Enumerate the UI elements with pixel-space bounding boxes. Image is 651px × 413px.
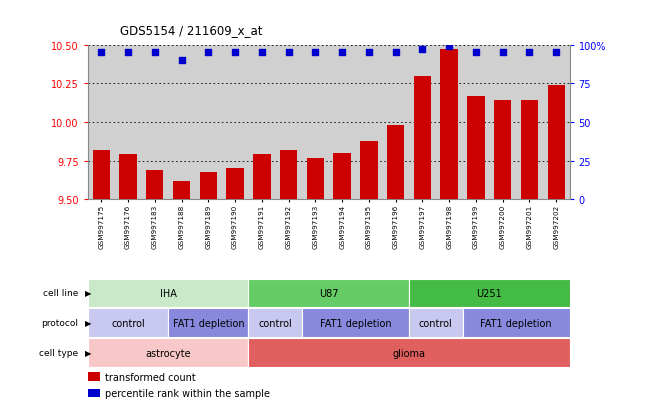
Text: U251: U251	[477, 288, 502, 298]
Text: U87: U87	[319, 288, 339, 298]
Point	[230, 50, 240, 57]
Bar	[88, 389, 100, 397]
Bar	[333, 154, 351, 200]
Text: transformed count: transformed count	[105, 372, 195, 382]
Point	[524, 50, 534, 57]
Text: control: control	[419, 318, 452, 328]
Bar	[92, 150, 110, 200]
Bar	[441, 50, 458, 200]
Point	[417, 47, 428, 53]
Bar	[173, 181, 190, 200]
Point	[310, 50, 320, 57]
Text: FAT1 depletion: FAT1 depletion	[480, 318, 552, 328]
Bar	[249, 338, 570, 367]
Bar	[547, 85, 565, 200]
Point	[150, 50, 160, 57]
Bar	[119, 155, 137, 200]
Text: control: control	[111, 318, 145, 328]
Bar	[280, 150, 298, 200]
Bar	[409, 309, 463, 337]
Point	[203, 50, 214, 57]
Bar	[302, 309, 409, 337]
Bar	[409, 279, 570, 308]
Text: control: control	[258, 318, 292, 328]
Point	[176, 57, 187, 64]
Bar	[307, 158, 324, 200]
Point	[337, 50, 348, 57]
Bar	[360, 141, 378, 200]
Bar	[253, 155, 271, 200]
Point	[391, 50, 401, 57]
Point	[96, 50, 107, 57]
Text: glioma: glioma	[393, 348, 426, 358]
Text: IHA: IHA	[159, 288, 176, 298]
Point	[471, 50, 481, 57]
Bar	[467, 96, 484, 200]
Point	[283, 50, 294, 57]
Point	[444, 44, 454, 50]
Point	[256, 50, 267, 57]
Text: GDS5154 / 211609_x_at: GDS5154 / 211609_x_at	[120, 24, 263, 37]
Text: cell type: cell type	[39, 348, 78, 357]
Bar	[200, 172, 217, 200]
Point	[364, 50, 374, 57]
Bar	[387, 126, 404, 200]
Text: protocol: protocol	[41, 318, 78, 328]
Text: FAT1 depletion: FAT1 depletion	[320, 318, 391, 328]
Bar	[249, 309, 302, 337]
Bar	[88, 279, 249, 308]
Text: FAT1 depletion: FAT1 depletion	[173, 318, 244, 328]
Bar	[463, 309, 570, 337]
Text: astrocyte: astrocyte	[145, 348, 191, 358]
Bar	[521, 101, 538, 200]
Bar	[414, 76, 431, 200]
Bar	[88, 373, 100, 381]
Bar	[88, 338, 249, 367]
Point	[551, 50, 561, 57]
Bar	[146, 171, 163, 200]
Text: cell line: cell line	[43, 289, 78, 298]
Text: percentile rank within the sample: percentile rank within the sample	[105, 388, 270, 398]
Bar	[494, 101, 512, 200]
Text: ▶: ▶	[85, 318, 91, 328]
Bar	[88, 309, 168, 337]
Text: ▶: ▶	[85, 289, 91, 298]
Bar	[227, 169, 243, 200]
Point	[123, 50, 133, 57]
Point	[497, 50, 508, 57]
Bar	[168, 309, 249, 337]
Text: ▶: ▶	[85, 348, 91, 357]
Bar	[249, 279, 409, 308]
